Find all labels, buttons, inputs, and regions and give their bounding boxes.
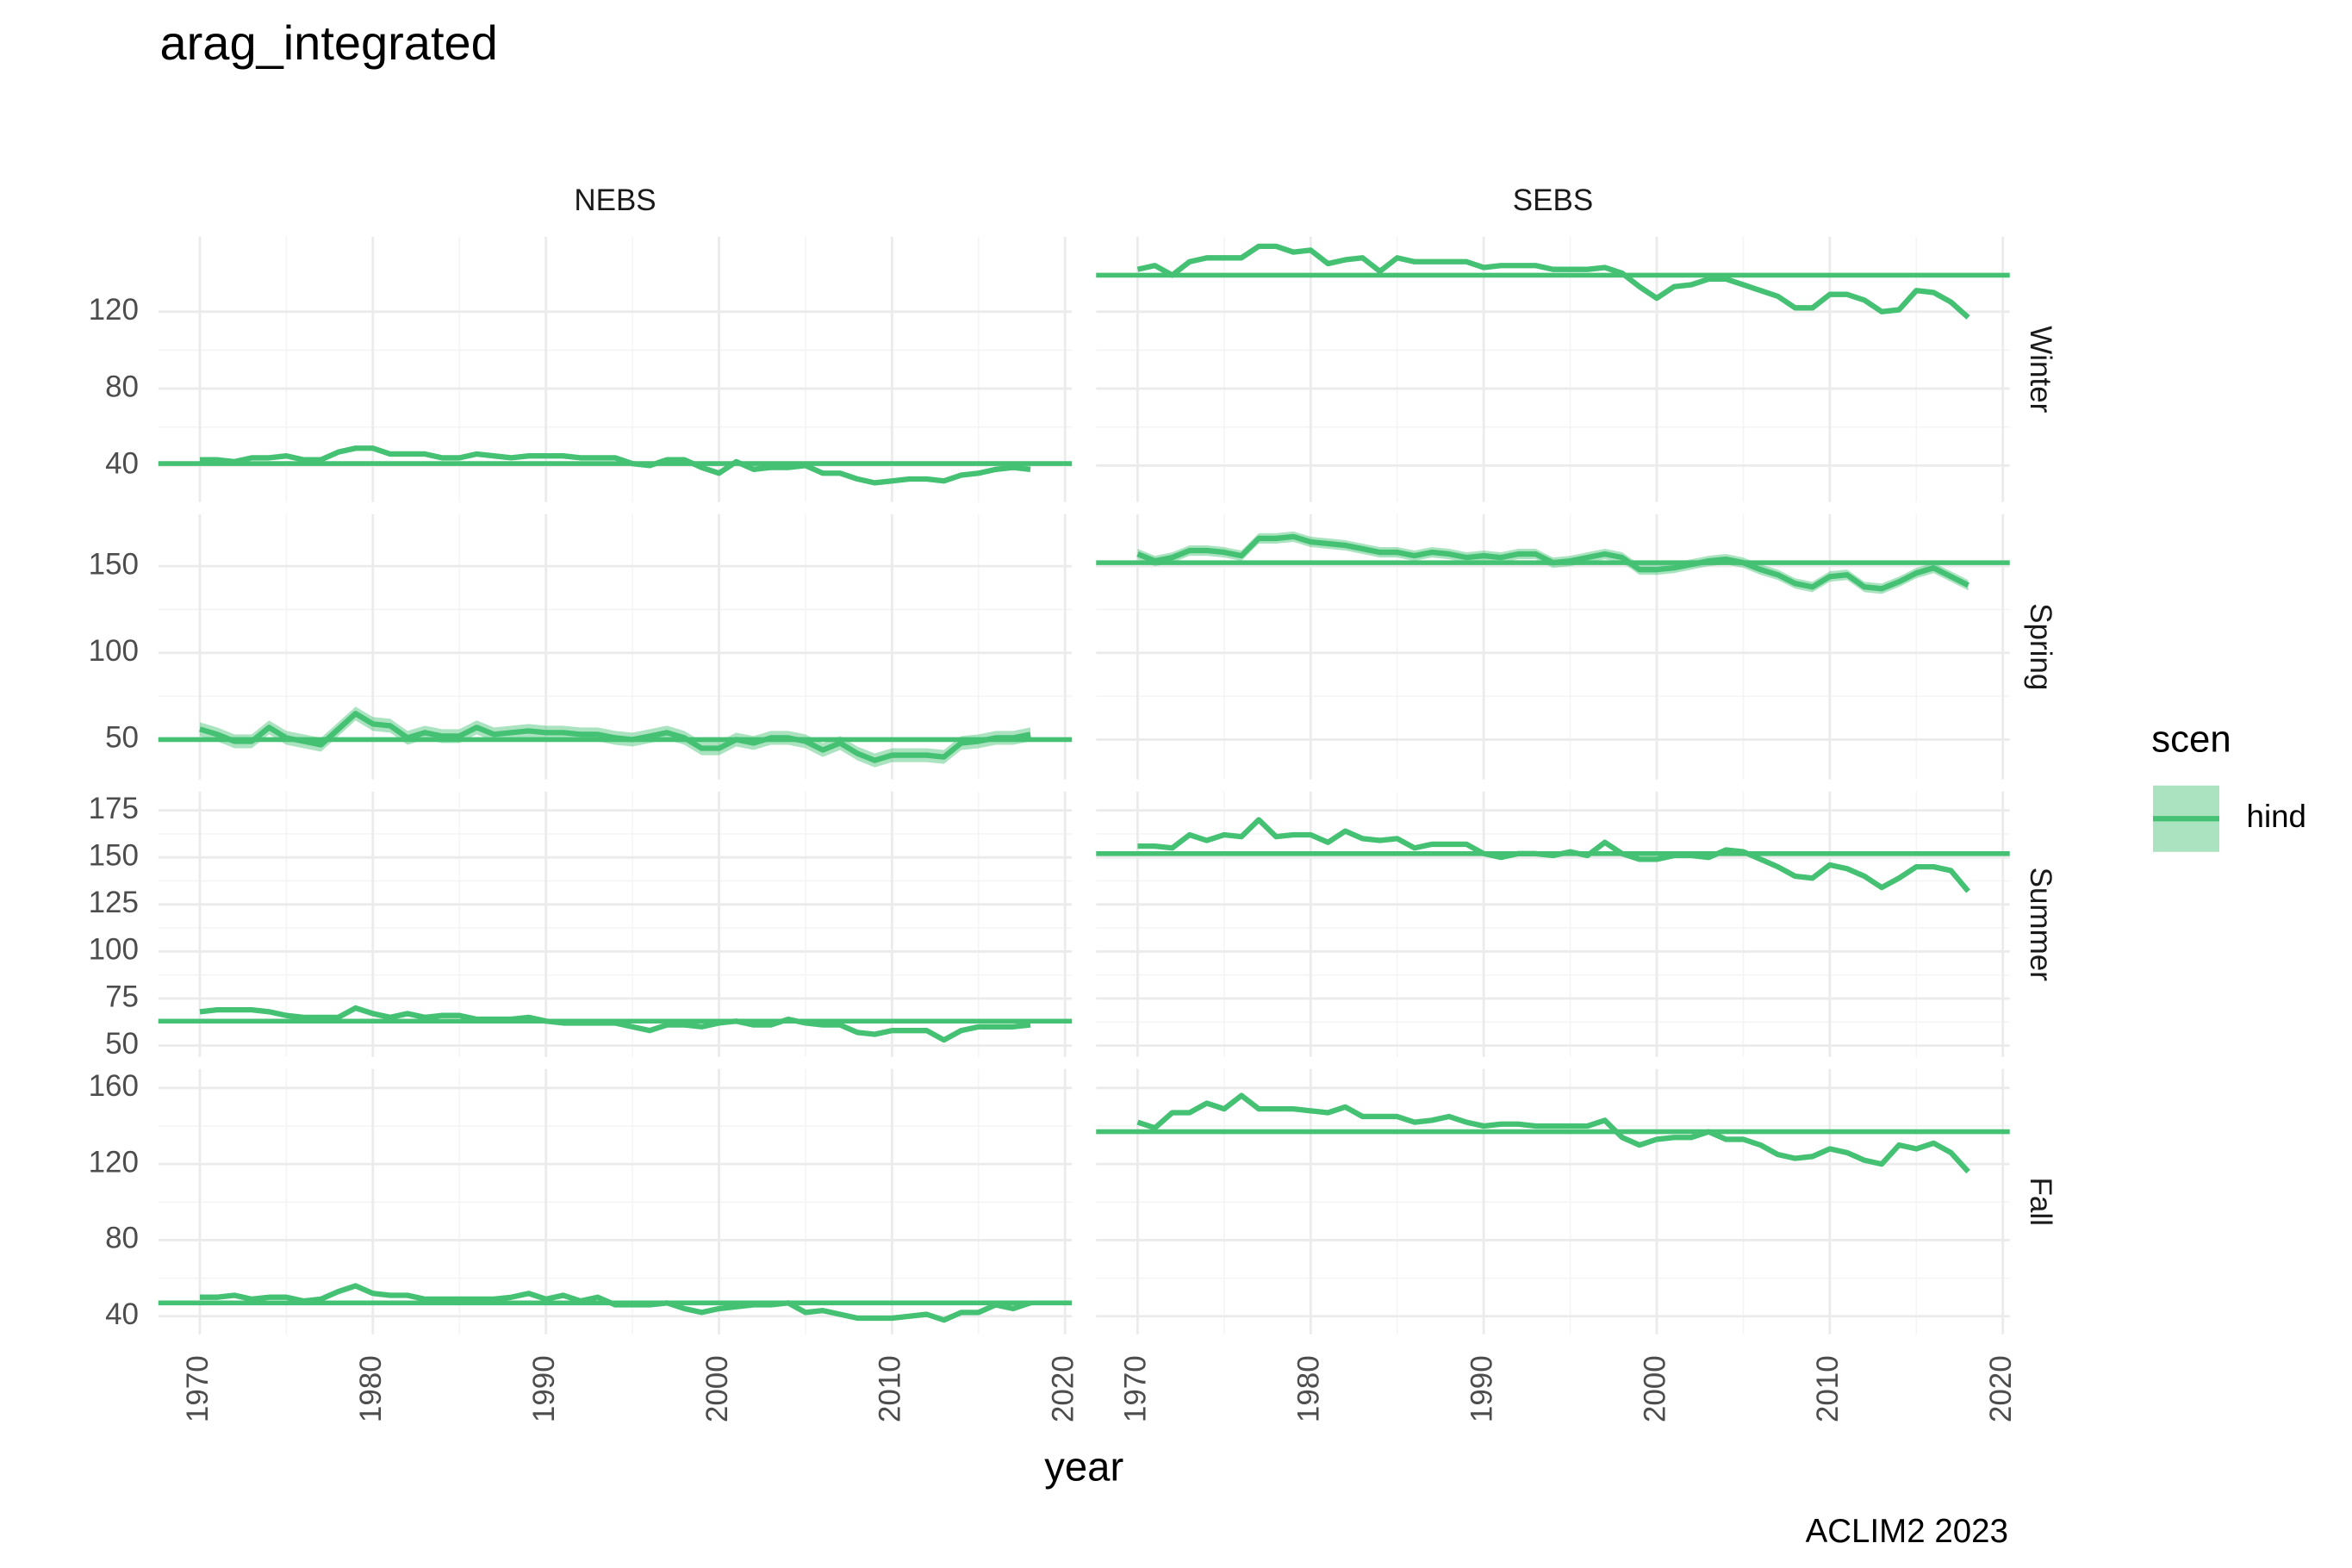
y-tick-label: 150 [89, 838, 139, 872]
y-tick-label: 80 [105, 1222, 139, 1255]
x-tick-label: 1990 [527, 1355, 561, 1422]
y-tick-label: 50 [105, 721, 139, 755]
x-axis-label: year [1044, 1445, 1123, 1490]
x-tick-label: 1970 [1119, 1355, 1153, 1422]
x-tick-label: 1990 [1465, 1355, 1498, 1422]
series-line [1136, 1092, 1970, 1174]
series-line [199, 711, 1031, 763]
x-tick-label: 2020 [1046, 1355, 1080, 1422]
facet-col-label: SEBS [1513, 184, 1593, 217]
chart-title: arag_integrated [160, 16, 498, 70]
caption: ACLIM2 2023 [1806, 1513, 2008, 1550]
series-line [199, 445, 1031, 486]
x-tick-label: 2000 [700, 1355, 734, 1422]
y-tick-label: 40 [105, 447, 139, 481]
series-line [1136, 243, 1970, 320]
y-tick-label: 100 [89, 634, 139, 668]
y-tick-label: 100 [89, 933, 139, 967]
x-tick-label: 1980 [1292, 1355, 1326, 1422]
y-tick-label: 160 [89, 1069, 139, 1103]
facet-row-label: Spring [2024, 603, 2057, 690]
y-tick-label: 50 [105, 1027, 139, 1061]
x-tick-label: 1970 [181, 1355, 215, 1422]
x-tick-label: 1980 [354, 1355, 388, 1422]
y-tick-label: 120 [89, 1145, 139, 1179]
facet-row-label: Winter [2024, 326, 2057, 413]
series-line [1136, 533, 1969, 592]
x-tick-label: 2010 [874, 1355, 907, 1422]
x-tick-label: 2020 [1984, 1355, 2018, 1422]
series-line [1137, 817, 1970, 893]
y-tick-label: 175 [89, 792, 139, 825]
y-tick-label: 120 [89, 293, 139, 327]
x-tick-label: 2000 [1638, 1355, 1671, 1422]
y-tick-label: 40 [105, 1297, 139, 1331]
series-line [199, 1283, 1032, 1323]
legend-label: hind [2247, 799, 2306, 834]
x-tick-label: 2010 [1811, 1355, 1845, 1422]
facet-col-label: NEBS [574, 184, 656, 217]
y-tick-label: 125 [89, 886, 139, 919]
facet-row-label: Fall [2024, 1178, 2057, 1226]
facet-row-label: Summer [2024, 868, 2057, 982]
series-line [199, 1005, 1031, 1043]
y-tick-label: 150 [89, 547, 139, 581]
y-tick-label: 80 [105, 370, 139, 403]
legend-title: scen [2151, 719, 2231, 761]
y-tick-label: 75 [105, 980, 139, 1013]
